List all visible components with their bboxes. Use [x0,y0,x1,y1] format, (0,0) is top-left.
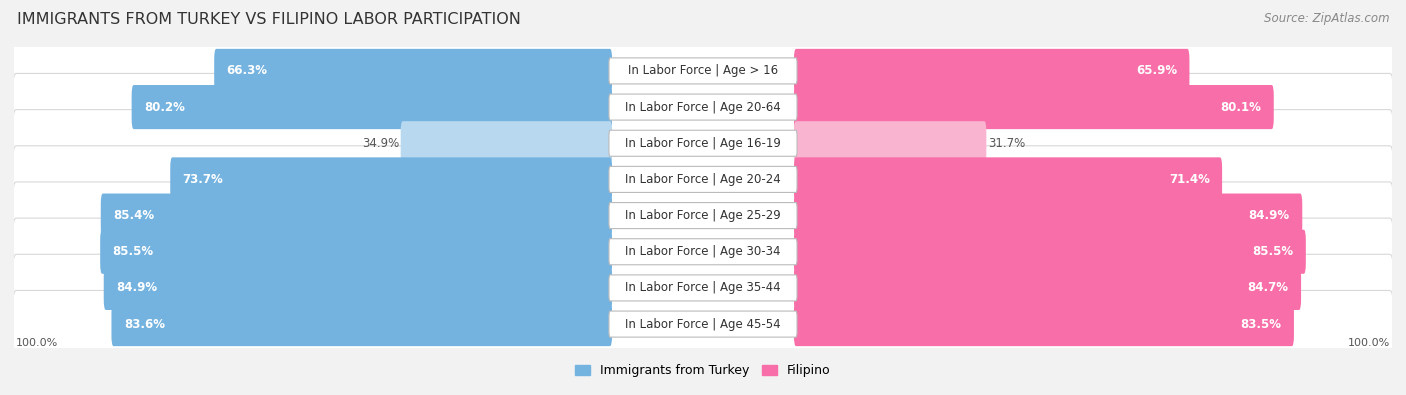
FancyBboxPatch shape [794,49,1189,93]
Text: In Labor Force | Age > 16: In Labor Force | Age > 16 [628,64,778,77]
FancyBboxPatch shape [794,194,1302,238]
FancyBboxPatch shape [214,49,612,93]
Text: 73.7%: 73.7% [183,173,224,186]
Text: 34.9%: 34.9% [361,137,399,150]
FancyBboxPatch shape [100,229,612,274]
Text: 66.3%: 66.3% [226,64,267,77]
FancyBboxPatch shape [13,146,1393,213]
FancyBboxPatch shape [794,302,1294,346]
Text: 31.7%: 31.7% [987,137,1025,150]
Text: In Labor Force | Age 16-19: In Labor Force | Age 16-19 [626,137,780,150]
FancyBboxPatch shape [13,37,1393,105]
FancyBboxPatch shape [609,239,797,265]
Text: In Labor Force | Age 35-44: In Labor Force | Age 35-44 [626,281,780,294]
Text: 85.5%: 85.5% [112,245,153,258]
FancyBboxPatch shape [104,266,612,310]
FancyBboxPatch shape [609,58,797,84]
FancyBboxPatch shape [401,121,612,166]
FancyBboxPatch shape [609,203,797,229]
FancyBboxPatch shape [13,254,1393,322]
Text: In Labor Force | Age 25-29: In Labor Force | Age 25-29 [626,209,780,222]
FancyBboxPatch shape [794,157,1222,201]
Text: 83.6%: 83.6% [124,318,165,331]
Text: 65.9%: 65.9% [1136,64,1177,77]
FancyBboxPatch shape [794,121,987,166]
FancyBboxPatch shape [13,182,1393,249]
Text: 84.7%: 84.7% [1247,281,1289,294]
FancyBboxPatch shape [609,275,797,301]
FancyBboxPatch shape [794,266,1301,310]
FancyBboxPatch shape [794,85,1274,129]
Legend: Immigrants from Turkey, Filipino: Immigrants from Turkey, Filipino [575,364,831,377]
Text: 85.5%: 85.5% [1253,245,1294,258]
Text: In Labor Force | Age 20-24: In Labor Force | Age 20-24 [626,173,780,186]
FancyBboxPatch shape [132,85,612,129]
FancyBboxPatch shape [170,157,612,201]
FancyBboxPatch shape [609,311,797,337]
FancyBboxPatch shape [609,166,797,192]
Text: In Labor Force | Age 30-34: In Labor Force | Age 30-34 [626,245,780,258]
Text: 84.9%: 84.9% [1249,209,1289,222]
FancyBboxPatch shape [794,229,1306,274]
Text: 83.5%: 83.5% [1240,318,1281,331]
Text: In Labor Force | Age 45-54: In Labor Force | Age 45-54 [626,318,780,331]
FancyBboxPatch shape [13,109,1393,177]
FancyBboxPatch shape [111,302,612,346]
Text: Source: ZipAtlas.com: Source: ZipAtlas.com [1264,12,1389,25]
FancyBboxPatch shape [13,290,1393,358]
Text: 84.9%: 84.9% [117,281,157,294]
Text: 80.1%: 80.1% [1220,101,1261,114]
Text: 100.0%: 100.0% [15,338,59,348]
Text: 85.4%: 85.4% [112,209,155,222]
FancyBboxPatch shape [101,194,612,238]
FancyBboxPatch shape [13,73,1393,141]
Text: 71.4%: 71.4% [1168,173,1209,186]
FancyBboxPatch shape [13,218,1393,286]
FancyBboxPatch shape [609,130,797,156]
Text: 80.2%: 80.2% [143,101,186,114]
Text: IMMIGRANTS FROM TURKEY VS FILIPINO LABOR PARTICIPATION: IMMIGRANTS FROM TURKEY VS FILIPINO LABOR… [17,12,520,27]
Text: 100.0%: 100.0% [1347,338,1391,348]
Text: In Labor Force | Age 20-64: In Labor Force | Age 20-64 [626,101,780,114]
FancyBboxPatch shape [609,94,797,120]
